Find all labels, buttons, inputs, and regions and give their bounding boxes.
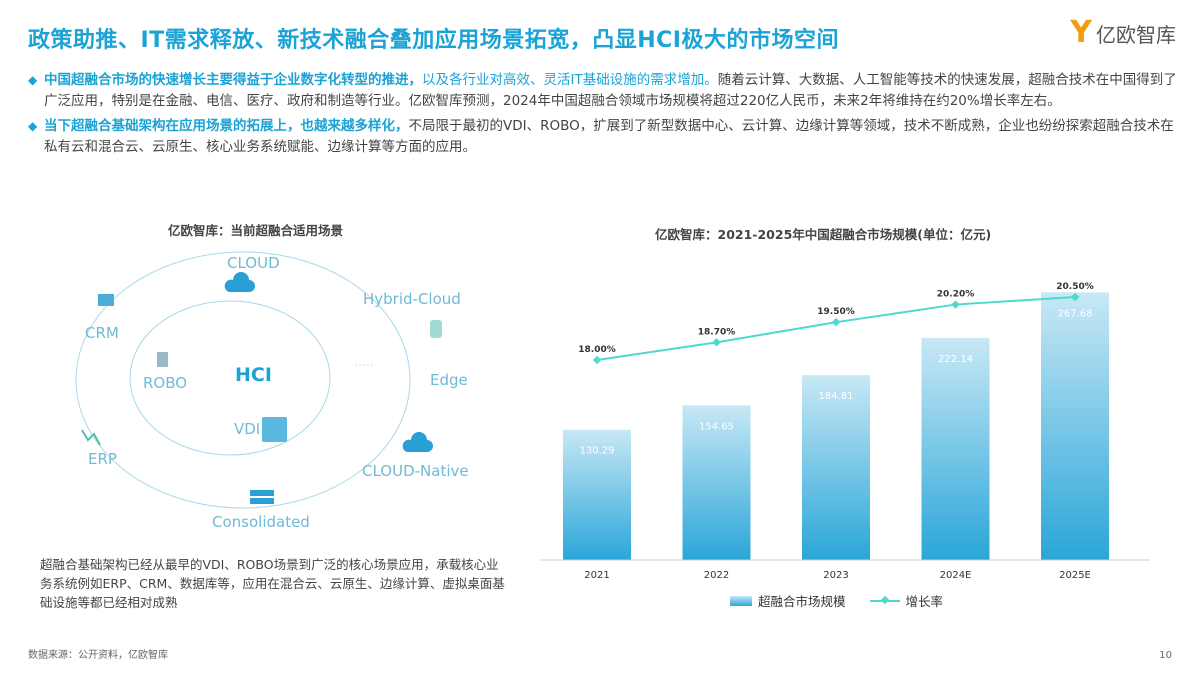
label-cloud-native: CLOUD-Native xyxy=(362,462,469,480)
label-vdi: VDI xyxy=(234,420,261,438)
bar xyxy=(563,429,631,560)
legend-label: 超融合市场规模 xyxy=(758,594,846,609)
x-tick-label: 2023 xyxy=(823,570,848,581)
diagram-rings xyxy=(75,251,442,509)
bar-label: 267.68 xyxy=(1058,308,1093,319)
floppy-icon xyxy=(262,417,287,442)
bullet-item: ◆ 当下超融合基础架构在应用场景的拓展上，也越来越多样化，不局限于最初的VDI、… xyxy=(28,116,1178,158)
bullet-light: 以及各行业对高效、灵活IT基础设施的需求增加。 xyxy=(422,72,718,88)
bullet-highlight: 中国超融合市场的快速增长主要得益于企业数字化转型的推进， xyxy=(44,72,422,88)
label-robo: ROBO xyxy=(143,374,188,392)
bullet-list: ◆ 中国超融合市场的快速增长主要得益于企业数字化转型的推进，以及各行业对高效、灵… xyxy=(28,70,1178,162)
label-edge: Edge xyxy=(430,371,468,389)
x-tick-label: 2022 xyxy=(704,570,729,581)
bar xyxy=(802,375,870,560)
folder-icon xyxy=(98,294,114,306)
label-cloud: CLOUD xyxy=(227,254,280,272)
label-erp: ERP xyxy=(88,450,117,468)
bar xyxy=(1041,292,1109,560)
label-crm: CRM xyxy=(85,324,119,342)
label-hci: HCI xyxy=(235,364,272,386)
logo-text: 亿欧智库 xyxy=(1096,22,1176,47)
legend-item-bar: 超融合市场规模 xyxy=(730,591,846,610)
document-icon xyxy=(157,352,168,367)
growth-label: 18.00% xyxy=(578,345,616,355)
legend-swatch xyxy=(730,595,752,606)
bar-label: 222.14 xyxy=(938,354,973,365)
market-size-chart: 130.29 154.65 184.81 222.14 267.68 18.00% 18.7… xyxy=(540,282,1150,581)
growth-point xyxy=(951,300,960,309)
page-title: 政策助推、IT需求释放、新技术融合叠加应用场景拓宽，凸显HCI极大的市场空间 xyxy=(28,28,839,53)
bullet-highlight: 当下超融合基础架构在应用场景的拓展上，也越来越多样化， xyxy=(44,118,409,134)
bar xyxy=(921,337,990,560)
x-tick-label: 2024E xyxy=(940,570,972,581)
legend-label: 增长率 xyxy=(905,594,944,609)
server-icon xyxy=(250,498,274,504)
bullet-item: ◆ 中国超融合市场的快速增长主要得益于企业数字化转型的推进，以及各行业对高效、灵… xyxy=(28,70,1178,112)
bar-label: 130.29 xyxy=(580,446,615,457)
logo-icon: Y xyxy=(1070,15,1092,50)
growth-label: 20.20% xyxy=(937,290,975,300)
x-tick-label: 2025E xyxy=(1059,570,1091,581)
cloud-native-icon xyxy=(402,432,433,452)
diamond-icon: ◆ xyxy=(28,119,38,133)
bullet-text: 随着云计算、大数据、人工智能等技术的快速发展，超融合技术在中国得到了广泛应用，特… xyxy=(44,72,1177,109)
cloud-icon xyxy=(224,272,255,292)
page-number: 10 xyxy=(1159,650,1172,661)
chart-icon xyxy=(81,429,101,446)
source-note: 数据来源：公开资料，亿欧智库 xyxy=(28,650,168,661)
bar xyxy=(682,405,751,560)
x-tick-label: 2021 xyxy=(584,570,609,581)
label-hybrid-cloud: Hybrid-Cloud xyxy=(363,290,461,308)
database-icon xyxy=(430,320,442,338)
diamond-icon: ◆ xyxy=(28,73,38,87)
bar-label: 154.65 xyxy=(699,421,734,432)
growth-point xyxy=(831,317,841,327)
growth-label: 20.50% xyxy=(1056,282,1094,292)
diagram-title: 亿欧智库：当前超融合适用场景 xyxy=(168,223,344,238)
diagram-note: 超融合基础架构已经从最早的VDI、ROBO场景到广泛的核心场景应用，承载核心业务… xyxy=(40,557,505,610)
logo: Y 亿欧智库 xyxy=(1070,18,1176,48)
legend-swatch xyxy=(869,599,900,602)
scenario-diagram: CLOUD Hybrid-Cloud Edge CLOUD-Native Con… xyxy=(40,240,500,540)
bullet-text: 不局限于最初的VDI、ROBO，扩展到了新型数据中心、云计算、边缘计算等领域，技… xyxy=(44,118,1174,155)
chart-legend: 超融合市场规模 增长率 xyxy=(730,591,943,610)
growth-point xyxy=(592,355,602,365)
label-consolidated: Consolidated xyxy=(212,513,310,531)
chart-title: 亿欧智库：2021-2025年中国超融合市场规模(单位：亿元) xyxy=(655,227,992,242)
legend-item-line: 增长率 xyxy=(869,591,944,610)
growth-label: 19.50% xyxy=(817,307,855,317)
growth-point xyxy=(712,338,721,347)
bar-label: 184.81 xyxy=(819,391,854,402)
growth-label: 18.70% xyxy=(698,327,736,337)
